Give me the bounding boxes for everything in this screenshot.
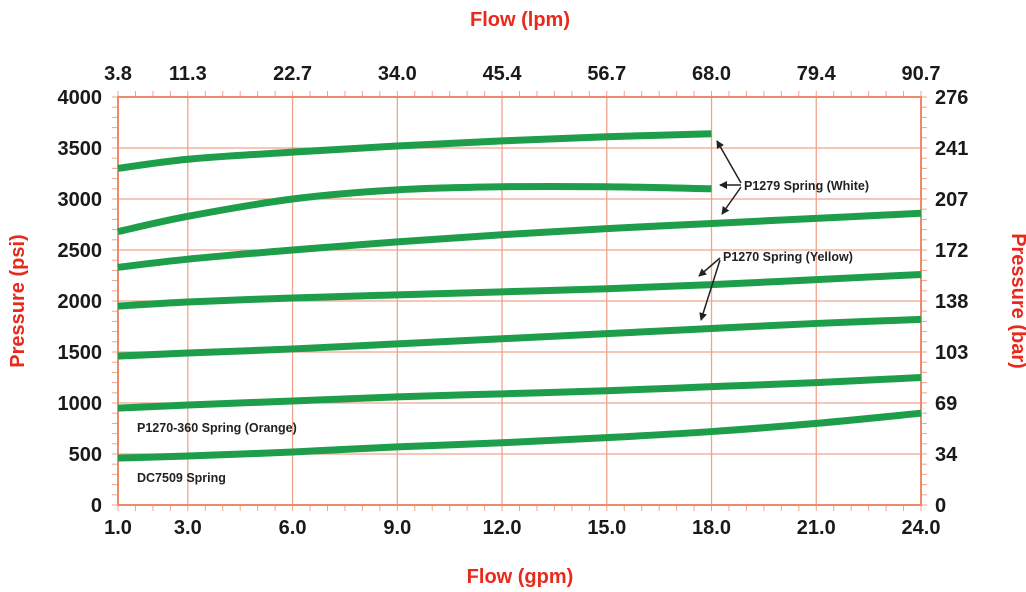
- arrow-p1270-upper: [698, 257, 721, 277]
- y2-tick-label: 241: [935, 138, 968, 160]
- y2-tick-labels: 0 34 69 103 138 172 207 241 276: [935, 87, 968, 517]
- x-tick-label: 12.0: [483, 517, 522, 539]
- plot-frame: [117, 96, 922, 506]
- y-axis-title: Pressure (psi): [7, 234, 29, 367]
- y2-tick-label: 138: [935, 291, 968, 313]
- arrow-p1279-low: [721, 186, 742, 215]
- x-tick-label: 24.0: [902, 517, 941, 539]
- x-tick-label: 21.0: [797, 517, 836, 539]
- y-tick-label: 3500: [58, 138, 103, 160]
- x2-tick-label: 3.8: [104, 63, 132, 85]
- arrow-p1270-lower: [699, 259, 721, 321]
- x2-tick-label: 45.4: [483, 63, 523, 85]
- series-layer: [117, 130, 922, 462]
- arrow-p1279-top: [716, 140, 742, 184]
- x2-tick-label: 68.0: [692, 63, 731, 85]
- y-tick-label: 3000: [58, 189, 103, 211]
- x-axis-title: Flow (gpm): [467, 566, 574, 588]
- x-tick-label: 6.0: [279, 517, 307, 539]
- series-line-1: [117, 130, 712, 172]
- x-tick-label: 15.0: [587, 517, 626, 539]
- x2-tick-label: 22.7: [273, 63, 312, 85]
- y2-tick-label: 207: [935, 189, 968, 211]
- y2-tick-label: 0: [935, 495, 946, 517]
- x-tick-labels: 1.0 3.0 6.0 9.0 12.0 15.0 18.0 21.0 24.0: [104, 517, 940, 539]
- x-tick-label: 9.0: [383, 517, 411, 539]
- y-tick-label: 2000: [58, 291, 103, 313]
- annotation-dc7509: DC7509 Spring: [137, 471, 226, 485]
- y-tick-label: 0: [91, 495, 102, 517]
- x2-tick-label: 56.7: [587, 63, 626, 85]
- y-tick-labels: 0 500 1000 1500 2000 2500 3000 3500 4000: [58, 87, 103, 517]
- y-tick-label: 1500: [58, 342, 103, 364]
- x-tick-label: 18.0: [692, 517, 731, 539]
- y2-tick-label: 34: [935, 444, 958, 466]
- series-line-7: [117, 409, 922, 462]
- series-line-3: [117, 209, 922, 271]
- x-tick-label: 1.0: [104, 517, 132, 539]
- series-line-2: [117, 182, 712, 236]
- x2-tick-label: 34.0: [378, 63, 417, 85]
- y-tick-label: 4000: [58, 87, 103, 109]
- y2-tick-label: 103: [935, 342, 968, 364]
- x2-tick-label: 11.3: [169, 63, 207, 85]
- series-line-5: [117, 315, 922, 360]
- y-tick-label: 1000: [58, 393, 103, 415]
- y2-tick-label: 172: [935, 240, 968, 262]
- y2-tick-label: 69: [935, 393, 957, 415]
- x2-tick-label: 90.7: [902, 63, 941, 85]
- x2-tick-label: 79.4: [797, 63, 837, 85]
- y2-tick-label: 276: [935, 87, 968, 109]
- x2-axis-title: Flow (lpm): [470, 9, 570, 31]
- y-tick-label: 500: [69, 444, 102, 466]
- annotation-p1279-white: P1279 Spring (White): [744, 179, 869, 193]
- x2-tick-labels: 3.8 11.3 22.7 34.0 45.4 56.7 68.0 79.4 90.7: [104, 63, 940, 85]
- y-tick-label: 2500: [58, 240, 103, 262]
- annotation-p1270-360-orange: P1270-360 Spring (Orange): [137, 421, 297, 435]
- series-line-6: [117, 374, 922, 412]
- y2-axis-title: Pressure (bar): [1007, 233, 1026, 369]
- x-tick-label: 3.0: [174, 517, 202, 539]
- series-line-4: [117, 270, 922, 310]
- annotation-p1270-yellow: P1270 Spring (Yellow): [723, 250, 853, 264]
